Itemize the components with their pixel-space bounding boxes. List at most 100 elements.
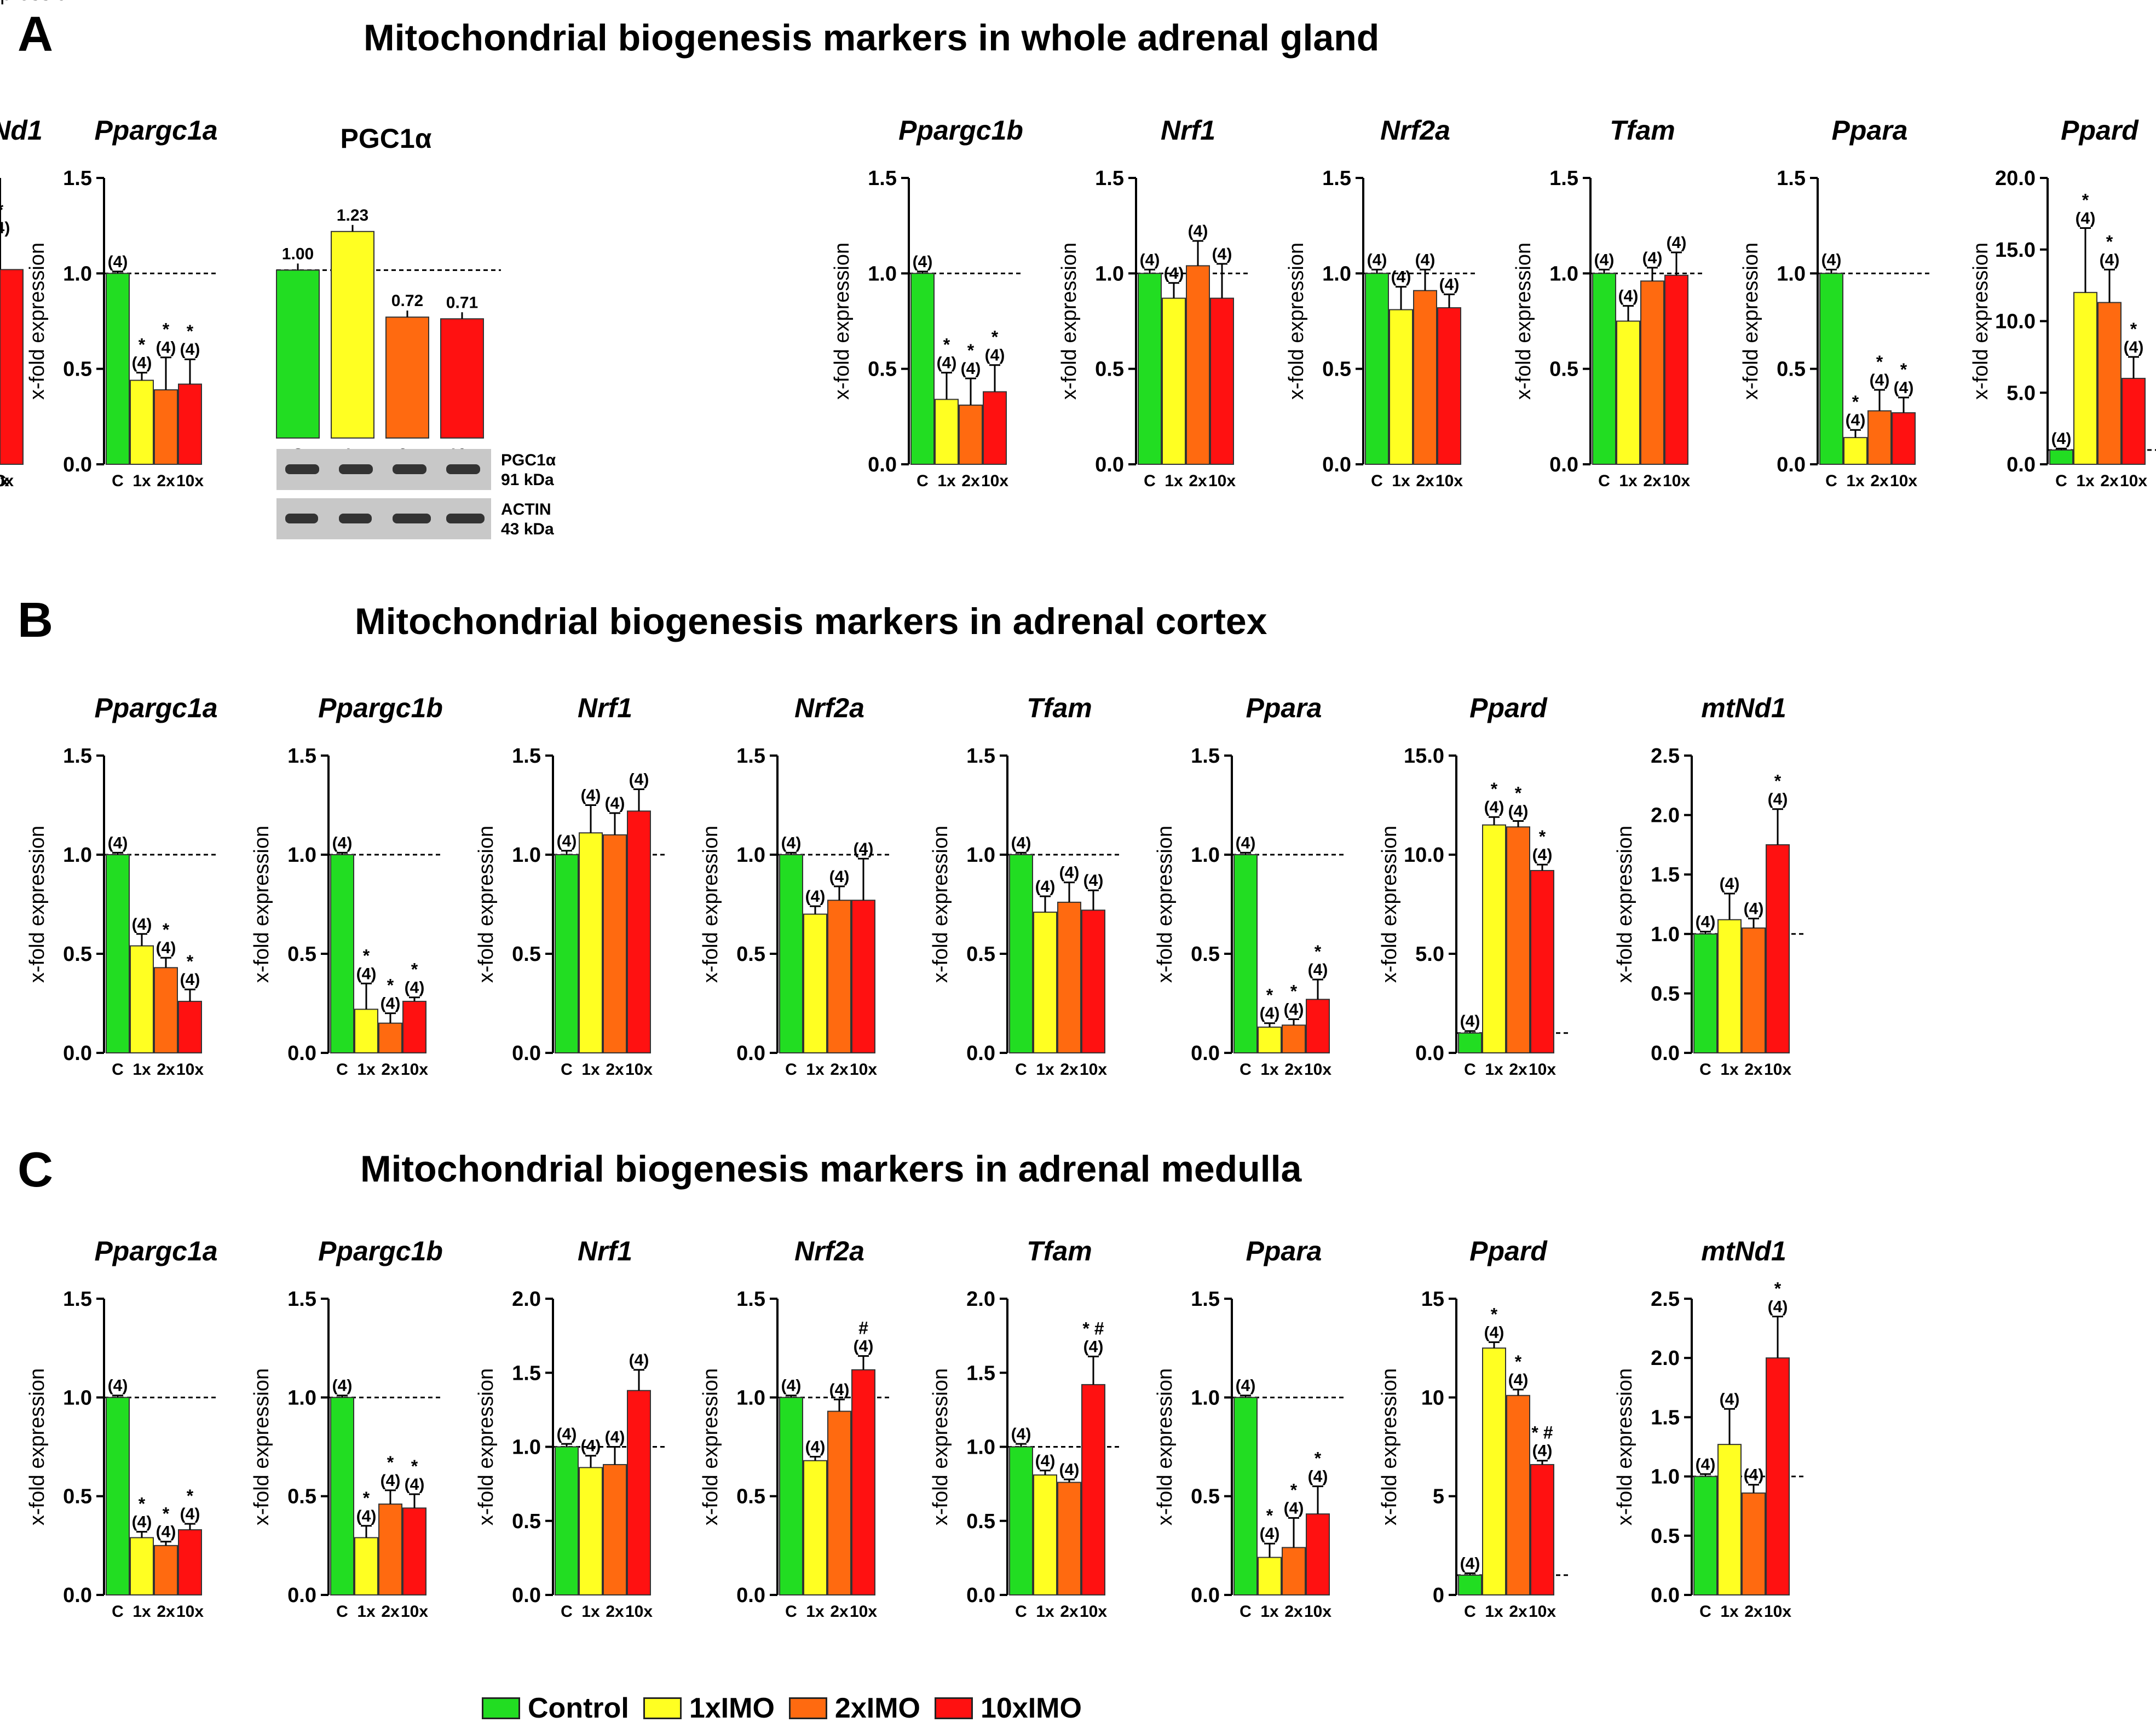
- n-label: (4): [1011, 1425, 1031, 1443]
- bar-1x: [130, 1537, 154, 1596]
- western-blot-title: PGC1α: [341, 123, 432, 154]
- n-label: (4): [1870, 371, 1890, 389]
- x-tick-label: 1x: [1485, 1061, 1503, 1079]
- chart-b-ppargc1b: Ppargc1b x-fold expression 0.0 0.5 1.0 1.5 (4)…: [250, 693, 443, 1079]
- y-tick-label: 0.0: [1651, 1042, 1680, 1065]
- chart-title: mtNd1: [1701, 1236, 1786, 1266]
- n-label: (4): [108, 253, 128, 271]
- y-tick-label: 1.5: [736, 1288, 765, 1311]
- bar-C: [1138, 273, 1162, 465]
- legend-swatch-1ximo: [643, 1697, 682, 1719]
- x-tick-label: 10x: [850, 1603, 877, 1621]
- y-tick-label: 0.0: [63, 453, 92, 476]
- n-label: (4): [1284, 1000, 1304, 1018]
- y-tick-label: 0.0: [512, 1584, 541, 1607]
- x-tick-label: 10x: [1663, 472, 1690, 490]
- y-tick-label: 0.0: [1777, 453, 1806, 476]
- y-tick-label: 2.0: [1651, 1347, 1680, 1370]
- n-label: (4): [180, 1505, 200, 1523]
- x-tick-label: 2x: [1509, 1061, 1527, 1079]
- bar-2x: [1742, 927, 1766, 1053]
- bar-2x: [378, 1022, 402, 1053]
- y-axis-label: x-fold expression: [699, 826, 722, 983]
- x-tick-label: 1x: [2076, 472, 2095, 490]
- x-tick-label: 2x: [381, 1061, 400, 1079]
- y-tick-label: 1.5: [1191, 1288, 1220, 1311]
- x-tick-label: C: [112, 472, 124, 490]
- y-tick-label: 0.0: [966, 1584, 995, 1607]
- chart-title: Ppard: [1469, 693, 1548, 723]
- band-label: PGC1α: [501, 451, 556, 469]
- y-tick-label: 1.5: [1322, 167, 1351, 190]
- y-tick-label: 0.0: [63, 1584, 92, 1607]
- x-tick-label: 1x: [0, 472, 9, 490]
- x-tick-label: 2x: [157, 1603, 175, 1621]
- n-label: (4): [1391, 268, 1411, 286]
- bar-C: [1233, 854, 1258, 1053]
- n-label: (4): [1508, 1371, 1529, 1389]
- significance-mark: *: [1900, 360, 1907, 379]
- y-axis-label: x-fold expression: [699, 1368, 722, 1525]
- value-label: 0.71: [446, 293, 478, 312]
- y-tick-label: 1.0: [1191, 844, 1220, 867]
- significance-mark: *: [363, 946, 370, 965]
- y-axis-label: x-fold expression: [1739, 243, 1762, 400]
- y-tick-label: 0.0: [2007, 453, 2036, 476]
- x-tick-label: 10x: [1764, 1603, 1791, 1621]
- x-tick-label: 2x: [157, 472, 175, 490]
- y-tick-label: 10.0: [1995, 310, 2036, 333]
- n-label: (4): [1744, 1466, 1764, 1484]
- y-tick-label: 1.5: [63, 167, 92, 190]
- significance-mark: *: [1290, 1480, 1298, 1500]
- y-axis-label: x-fold expression: [26, 243, 49, 400]
- chart-title: Ppargc1b: [318, 693, 443, 723]
- bar-C: [1458, 1574, 1482, 1596]
- n-label: (4): [1642, 249, 1663, 267]
- x-tick-label: 1x: [1720, 1603, 1739, 1621]
- x-tick-label: 2x: [1744, 1061, 1763, 1079]
- significance-mark: *: [0, 200, 4, 220]
- y-tick-label: 1.5: [966, 1362, 995, 1385]
- y-tick-label: 0.0: [1191, 1042, 1220, 1065]
- n-label: (4): [581, 787, 601, 805]
- x-tick-label: 10x: [1890, 472, 1917, 490]
- x-tick-label: C: [1015, 1603, 1027, 1621]
- y-tick-label: 1.5: [287, 1288, 316, 1311]
- x-tick-label: 10x: [625, 1603, 653, 1621]
- x-tick-label: 10x: [1764, 1061, 1791, 1079]
- y-tick-label: 0.5: [287, 1485, 316, 1508]
- x-tick-label: 10x: [176, 472, 204, 490]
- significance-mark: *: [411, 960, 418, 980]
- n-label: (4): [854, 840, 874, 858]
- x-tick-label: 1x: [1165, 472, 1183, 490]
- blot-band: [393, 514, 431, 523]
- x-tick-label: 2x: [1870, 472, 1889, 490]
- bar-C: [1819, 273, 1843, 465]
- y-tick-label: 5.0: [2007, 382, 2036, 405]
- bar-1x: [1389, 309, 1413, 465]
- y-tick-label: 0.0: [287, 1042, 316, 1065]
- y-tick-label: 1.0: [63, 844, 92, 867]
- x-tick-label: 1x: [1036, 1061, 1054, 1079]
- bar-C: [1693, 933, 1717, 1054]
- n-label: (4): [1460, 1012, 1480, 1030]
- value-label: 1.23: [337, 206, 368, 224]
- band-sublabel: 43 kDa: [501, 520, 554, 538]
- y-tick-label: 0.5: [287, 943, 316, 966]
- y-tick-label: 0.5: [512, 1510, 541, 1533]
- chart-title: Tfam: [1610, 115, 1675, 146]
- n-label: (4): [1532, 846, 1553, 864]
- x-tick-label: 2x: [1060, 1603, 1079, 1621]
- band-sublabel: 91 kDa: [501, 471, 554, 489]
- x-tick-label: 2x: [2100, 472, 2119, 490]
- y-tick-label: 0.0: [512, 1042, 541, 1065]
- significance-mark: *: [139, 1494, 146, 1514]
- y-tick-label: 0.0: [63, 1042, 92, 1065]
- n-label: (4): [605, 1428, 625, 1447]
- x-tick-label: 1x: [1260, 1061, 1279, 1079]
- x-tick-label: C: [2055, 472, 2067, 490]
- x-tick-label: C: [916, 472, 929, 490]
- y-tick-label: 2.0: [1651, 804, 1680, 827]
- y-axis-label: x-fold expression: [831, 243, 854, 400]
- x-tick-label: 1x: [1036, 1603, 1054, 1621]
